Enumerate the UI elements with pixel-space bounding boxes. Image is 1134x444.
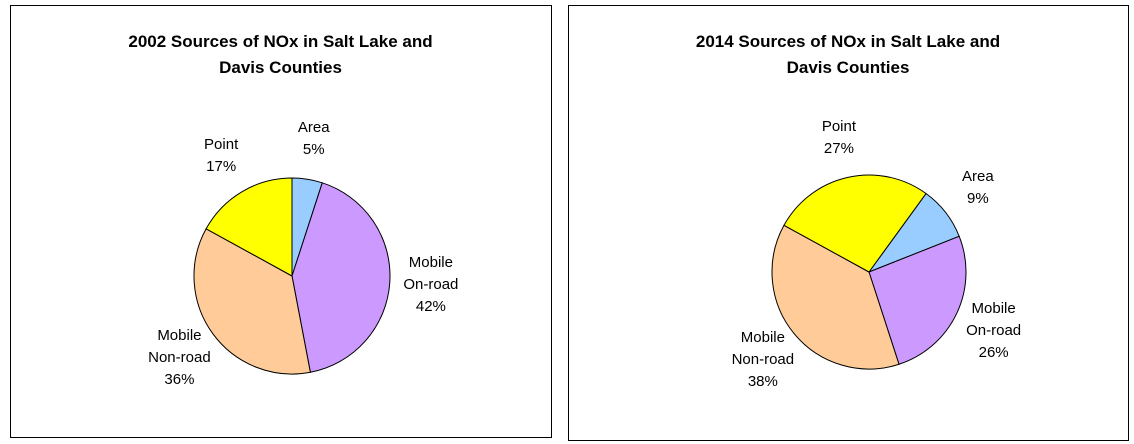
slice-label: Mobile Non-road 36% [139, 325, 219, 391]
slice-category: Mobile Non-road [731, 328, 795, 368]
slice-category: Mobile On-road [966, 299, 1022, 339]
chart-title: 2002 Sources of NOx in Salt Lake and Dav… [128, 32, 433, 77]
pie-slice [783, 174, 927, 273]
slice-label: Mobile On-road 42% [391, 252, 471, 318]
pie-slice [291, 182, 391, 373]
slice-category: Area [961, 167, 994, 185]
slice-category: Mobile On-road [403, 253, 459, 293]
slice-label: Area 9% [938, 166, 1018, 210]
slice-value: 26% [978, 343, 1009, 361]
slice-label: Mobile On-road 26% [954, 298, 1034, 364]
slice-category: Point [204, 136, 239, 154]
pie-slice [193, 228, 311, 375]
pie-slice [868, 235, 967, 365]
slice-value: 9% [966, 189, 989, 207]
slice-value: 42% [415, 297, 446, 315]
slice-label: Area 5% [274, 117, 354, 161]
slice-label: Point 27% [799, 116, 879, 160]
slice-value: 17% [206, 158, 237, 176]
slice-category: Area [297, 118, 330, 136]
slice-value: 27% [823, 139, 854, 157]
slice-value: 38% [747, 372, 778, 390]
slice-value: 5% [302, 140, 325, 158]
pie-slice [205, 177, 293, 277]
slice-value: 36% [164, 370, 195, 388]
slice-category: Mobile Non-road [148, 326, 211, 366]
slice-label: Mobile Non-road 38% [723, 327, 803, 393]
pie-slice [771, 224, 900, 370]
chart-title: 2014 Sources of NOx in Salt Lake and Dav… [695, 32, 1001, 77]
slice-label: Point 17% [181, 134, 261, 178]
slice-category: Point [821, 117, 857, 135]
